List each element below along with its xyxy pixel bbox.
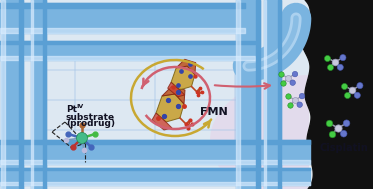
- Circle shape: [290, 80, 295, 85]
- Text: Pt: Pt: [66, 105, 77, 115]
- Circle shape: [341, 130, 347, 137]
- Circle shape: [76, 132, 88, 143]
- Polygon shape: [171, 66, 195, 90]
- Circle shape: [354, 92, 360, 98]
- Text: FMN: FMN: [200, 107, 228, 117]
- Polygon shape: [152, 113, 172, 130]
- Text: IV: IV: [76, 104, 83, 108]
- Polygon shape: [162, 86, 185, 104]
- Text: (prodrug): (prodrug): [66, 119, 115, 129]
- Polygon shape: [168, 82, 185, 97]
- Ellipse shape: [210, 75, 373, 189]
- Circle shape: [297, 102, 303, 107]
- Circle shape: [343, 120, 350, 127]
- Polygon shape: [156, 94, 184, 122]
- Circle shape: [357, 83, 363, 89]
- Text: Cisplatin: Cisplatin: [320, 143, 369, 153]
- Polygon shape: [302, 0, 373, 189]
- Polygon shape: [302, 0, 313, 189]
- Circle shape: [292, 71, 298, 77]
- Text: substrate: substrate: [66, 112, 115, 122]
- Circle shape: [299, 93, 305, 99]
- Circle shape: [340, 54, 346, 61]
- Circle shape: [337, 64, 344, 70]
- Polygon shape: [176, 59, 196, 75]
